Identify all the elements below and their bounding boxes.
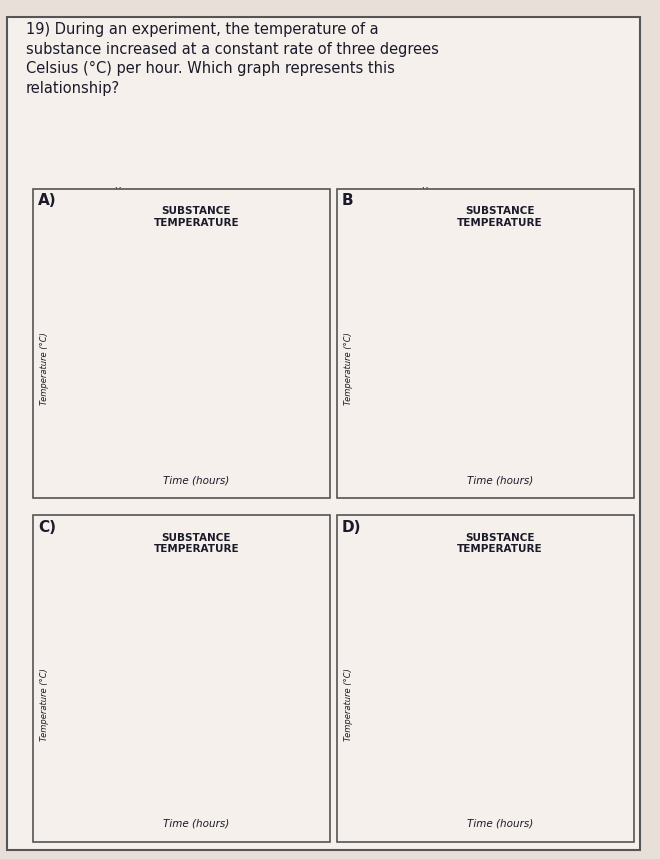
Text: y: y <box>114 563 119 572</box>
Text: SUBSTANCE
TEMPERATURE: SUBSTANCE TEMPERATURE <box>457 533 543 554</box>
Text: 23: 23 <box>99 284 110 293</box>
Text: 24: 24 <box>406 641 417 649</box>
Text: Time (hours): Time (hours) <box>163 475 230 485</box>
Text: 1: 1 <box>167 385 172 394</box>
Text: 25: 25 <box>406 227 417 236</box>
Text: Temperature (°C): Temperature (°C) <box>344 332 353 405</box>
Text: x: x <box>308 766 314 777</box>
Text: y: y <box>421 563 426 572</box>
Text: 25: 25 <box>406 609 417 618</box>
Text: SUBSTANCE
TEMPERATURE: SUBSTANCE TEMPERATURE <box>154 533 239 554</box>
Text: Temperature (°C): Temperature (°C) <box>40 668 50 741</box>
Text: 22: 22 <box>406 704 417 713</box>
Text: 0: 0 <box>412 784 417 793</box>
Text: 19) During an experiment, the temperature of a
substance increased at a constant: 19) During an experiment, the temperatur… <box>26 21 439 96</box>
Text: 3: 3 <box>273 385 278 394</box>
Text: 3: 3 <box>579 385 585 394</box>
Text: 25: 25 <box>99 227 110 236</box>
Text: 20: 20 <box>99 767 110 776</box>
Text: 0: 0 <box>105 385 110 394</box>
Text: Time (hours): Time (hours) <box>163 819 230 829</box>
Text: 20: 20 <box>406 369 417 378</box>
Text: 25: 25 <box>99 609 110 618</box>
Text: x: x <box>615 369 620 379</box>
Text: 0: 0 <box>412 385 417 394</box>
Text: 1: 1 <box>167 784 172 793</box>
Text: x: x <box>308 369 314 379</box>
Text: 20: 20 <box>406 767 417 776</box>
Text: A): A) <box>38 193 57 208</box>
Text: y: y <box>421 185 426 195</box>
Text: 2: 2 <box>527 385 532 394</box>
Text: SUBSTANCE
TEMPERATURE: SUBSTANCE TEMPERATURE <box>457 206 543 228</box>
Text: Time (hours): Time (hours) <box>467 819 533 829</box>
Text: 1: 1 <box>474 385 479 394</box>
Text: 24: 24 <box>99 641 110 649</box>
Text: 3: 3 <box>273 784 278 793</box>
Text: 21: 21 <box>406 735 417 744</box>
Text: 2: 2 <box>220 784 225 793</box>
Text: y: y <box>114 185 119 195</box>
Text: 24: 24 <box>406 256 417 265</box>
Text: 21: 21 <box>99 341 110 350</box>
Text: Temperature (°C): Temperature (°C) <box>40 332 50 405</box>
Text: C): C) <box>38 520 56 534</box>
Text: 3: 3 <box>579 784 585 793</box>
Text: B: B <box>342 193 354 208</box>
Text: 24: 24 <box>99 256 110 265</box>
Bar <box>424 232 582 374</box>
Text: D): D) <box>342 520 362 534</box>
Text: Time (hours): Time (hours) <box>467 475 533 485</box>
Text: 20: 20 <box>99 369 110 378</box>
Bar <box>117 613 275 771</box>
Text: x: x <box>615 766 620 777</box>
Text: 22: 22 <box>406 313 417 321</box>
Text: SUBSTANCE
TEMPERATURE: SUBSTANCE TEMPERATURE <box>154 206 239 228</box>
Text: 23: 23 <box>99 672 110 681</box>
Text: 2: 2 <box>220 385 225 394</box>
Text: 22: 22 <box>99 313 110 321</box>
Text: 22: 22 <box>99 704 110 713</box>
Text: 23: 23 <box>406 672 417 681</box>
Text: 1: 1 <box>474 784 479 793</box>
Text: 0: 0 <box>105 784 110 793</box>
Bar <box>424 613 582 771</box>
Text: 23: 23 <box>406 284 417 293</box>
Text: 21: 21 <box>406 341 417 350</box>
Bar <box>117 232 275 374</box>
Text: 21: 21 <box>99 735 110 744</box>
Text: 2: 2 <box>527 784 532 793</box>
Text: Temperature (°C): Temperature (°C) <box>344 668 353 741</box>
